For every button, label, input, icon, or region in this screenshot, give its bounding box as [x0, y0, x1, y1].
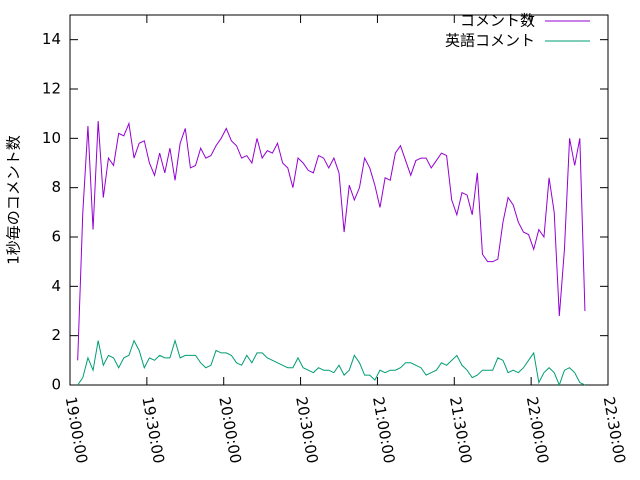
plot-border	[69, 14, 609, 386]
x-tick-label: 19:30:00	[138, 395, 167, 464]
x-tick-label: 22:30:00	[600, 395, 629, 464]
y-axis-label: 1秒毎のコメント数	[5, 135, 23, 265]
series-line	[77, 338, 586, 387]
x-tick-label: 20:00:00	[215, 395, 244, 464]
series-line	[77, 121, 586, 361]
x-tick-label: 19:00:00	[62, 395, 91, 464]
y-tick-label: 10	[42, 129, 61, 147]
x-tick-label: 21:00:00	[369, 395, 398, 464]
y-tick-label: 8	[51, 178, 61, 196]
legend-label: コメント数	[460, 12, 535, 30]
legend-label: 英語コメント	[445, 32, 535, 50]
x-tick-label: 20:30:00	[292, 395, 321, 464]
y-tick-label: 0	[51, 376, 61, 394]
x-tick-label: 21:30:00	[446, 395, 475, 464]
y-tick-label: 2	[51, 326, 61, 344]
y-tick-label: 14	[42, 30, 61, 48]
y-tick-label: 12	[42, 80, 61, 98]
y-tick-label: 4	[51, 277, 61, 295]
y-tick-label: 6	[51, 228, 61, 246]
x-tick-label: 22:00:00	[523, 395, 552, 464]
